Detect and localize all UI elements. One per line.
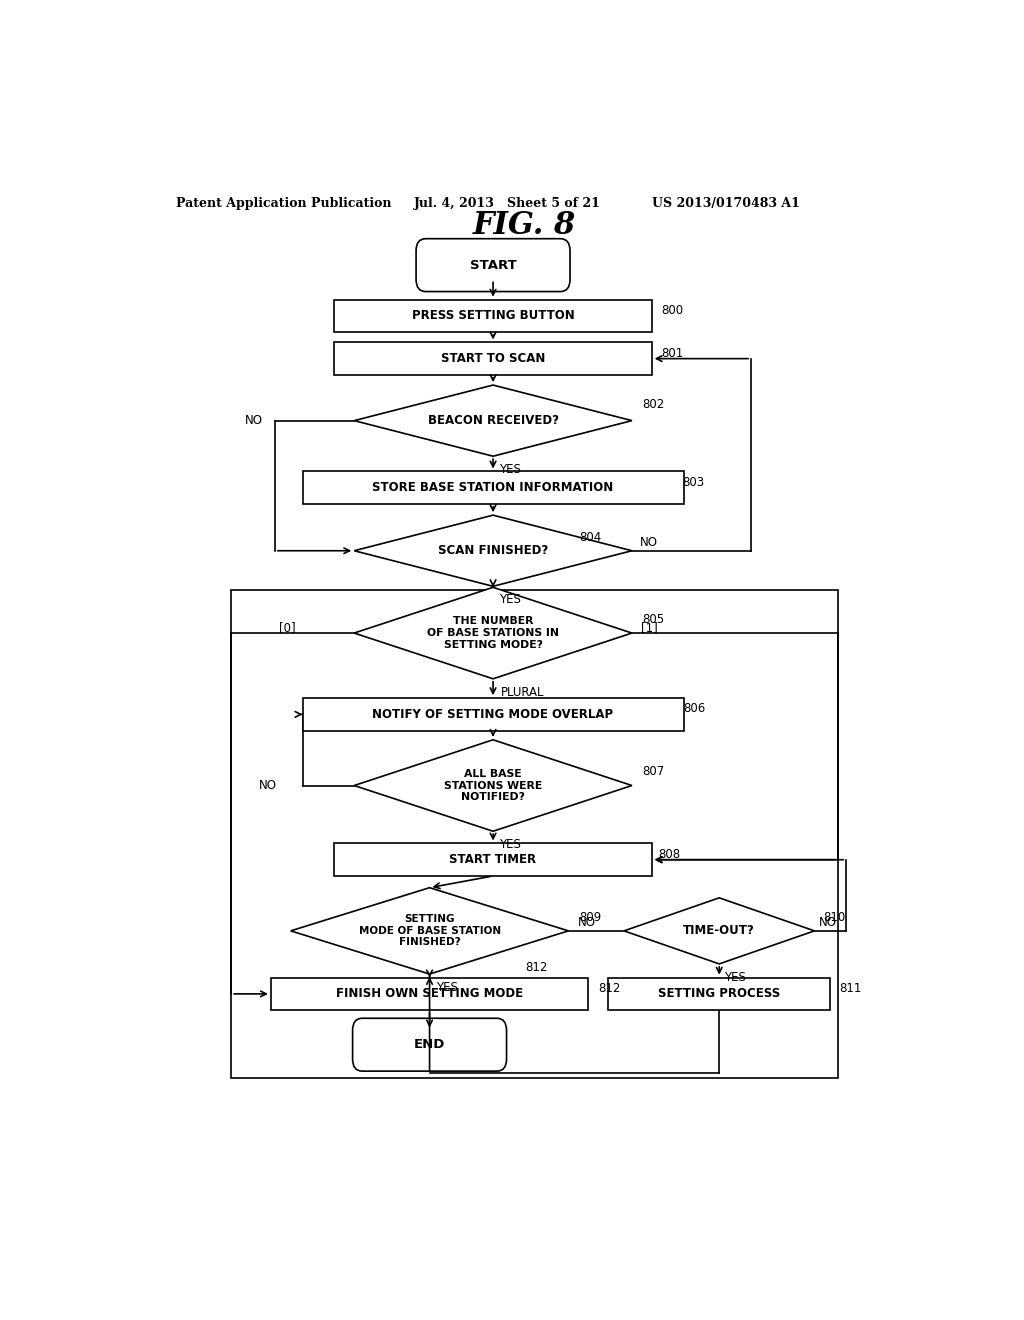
Text: YES: YES [436, 981, 458, 994]
Text: PRESS SETTING BUTTON: PRESS SETTING BUTTON [412, 309, 574, 322]
Bar [231, 590, 839, 1078]
Text: 812: 812 [598, 982, 621, 995]
Polygon shape [624, 898, 814, 964]
Bar [608, 978, 830, 1010]
Text: 811: 811 [839, 982, 861, 995]
Text: START: START [470, 259, 516, 272]
FancyBboxPatch shape [416, 239, 570, 292]
Text: 800: 800 [662, 304, 683, 317]
Text: THE NUMBER
OF BASE STATIONS IN
SETTING MODE?: THE NUMBER OF BASE STATIONS IN SETTING M… [427, 616, 559, 649]
Text: NO: NO [640, 536, 657, 549]
Text: YES: YES [724, 970, 745, 983]
Text: [1]: [1] [641, 622, 658, 635]
Text: ALL BASE
STATIONS WERE
NOTIFIED?: ALL BASE STATIONS WERE NOTIFIED? [444, 770, 542, 803]
Polygon shape [354, 739, 632, 832]
Text: FIG. 8: FIG. 8 [473, 210, 577, 242]
Bar [334, 843, 652, 876]
Text: NO: NO [818, 916, 837, 929]
Text: PLURAL: PLURAL [501, 685, 545, 698]
Text: START TIMER: START TIMER [450, 853, 537, 866]
Text: SETTING
MODE OF BASE STATION
FINISHED?: SETTING MODE OF BASE STATION FINISHED? [358, 915, 501, 948]
Polygon shape [354, 587, 632, 678]
Text: NO: NO [578, 916, 596, 929]
Bar [303, 698, 684, 731]
Text: 807: 807 [642, 766, 665, 779]
Text: 802: 802 [642, 399, 665, 412]
Text: NOTIFY OF SETTING MODE OVERLAP: NOTIFY OF SETTING MODE OVERLAP [373, 708, 613, 721]
Text: BEACON RECEIVED?: BEACON RECEIVED? [428, 414, 558, 428]
Text: NO: NO [245, 414, 263, 428]
Text: Patent Application Publication: Patent Application Publication [176, 197, 391, 210]
Polygon shape [354, 385, 632, 457]
Text: FINISH OWN SETTING MODE: FINISH OWN SETTING MODE [336, 987, 523, 1001]
Text: YES: YES [500, 463, 521, 477]
Polygon shape [354, 515, 632, 586]
Text: 808: 808 [658, 847, 680, 861]
Text: NO: NO [259, 779, 276, 792]
Bar [334, 300, 652, 333]
Text: SETTING PROCESS: SETTING PROCESS [658, 987, 780, 1001]
Text: 804: 804 [579, 531, 601, 544]
Bar [303, 471, 684, 504]
Text: TIME-OUT?: TIME-OUT? [683, 924, 755, 937]
Text: SCAN FINISHED?: SCAN FINISHED? [438, 544, 548, 557]
Text: 805: 805 [642, 612, 665, 626]
Text: 810: 810 [823, 911, 846, 924]
FancyBboxPatch shape [352, 1018, 507, 1071]
Bar [270, 978, 588, 1010]
Text: 812: 812 [524, 961, 547, 974]
Text: 801: 801 [662, 347, 684, 359]
Text: YES: YES [500, 838, 521, 851]
Text: [0]: [0] [279, 622, 295, 635]
Text: Jul. 4, 2013   Sheet 5 of 21: Jul. 4, 2013 Sheet 5 of 21 [414, 197, 600, 210]
Text: STORE BASE STATION INFORMATION: STORE BASE STATION INFORMATION [373, 482, 613, 494]
Bar [334, 342, 652, 375]
Text: START TO SCAN: START TO SCAN [441, 352, 545, 366]
Text: 809: 809 [579, 911, 601, 924]
Text: 803: 803 [682, 475, 705, 488]
Text: END: END [414, 1039, 445, 1051]
Text: 806: 806 [684, 702, 706, 715]
Text: US 2013/0170483 A1: US 2013/0170483 A1 [652, 197, 800, 210]
Polygon shape [291, 887, 568, 974]
Text: YES: YES [500, 593, 521, 606]
